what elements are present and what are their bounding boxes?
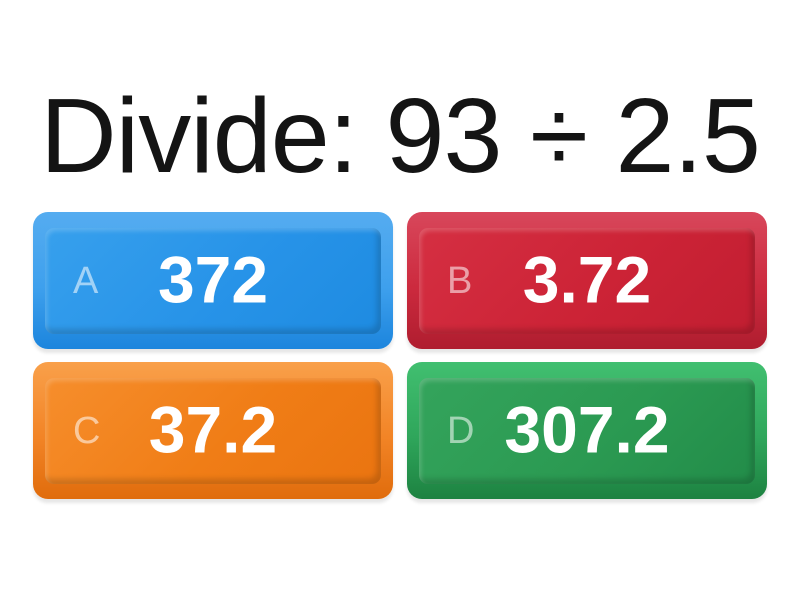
answer-letter-c: C (73, 409, 101, 452)
answer-letter-b: B (447, 259, 473, 302)
answer-letter-d: D (447, 409, 475, 452)
answer-value-c: 37.2 (148, 392, 278, 467)
answer-button-a[interactable]: A 372 (33, 212, 393, 349)
answer-button-c-face (45, 378, 381, 484)
answer-value-b: 3.72 (522, 242, 652, 317)
answer-value-a: 372 (157, 242, 269, 317)
answer-button-d[interactable]: D 307.2 (407, 362, 767, 499)
question-title: Divide: 93 ÷ 2.5 (40, 77, 761, 195)
answer-button-d-face (419, 378, 755, 484)
answer-letter-a: A (73, 259, 99, 302)
answer-button-a-face (45, 228, 381, 334)
answer-button-b[interactable]: B 3.72 (407, 212, 767, 349)
answer-button-c[interactable]: C 37.2 (33, 362, 393, 499)
answer-button-b-face (419, 228, 755, 334)
answer-grid: A 372 B 3.72 C 37.2 D 307.2 (33, 212, 767, 499)
answer-value-d: 307.2 (504, 392, 670, 467)
